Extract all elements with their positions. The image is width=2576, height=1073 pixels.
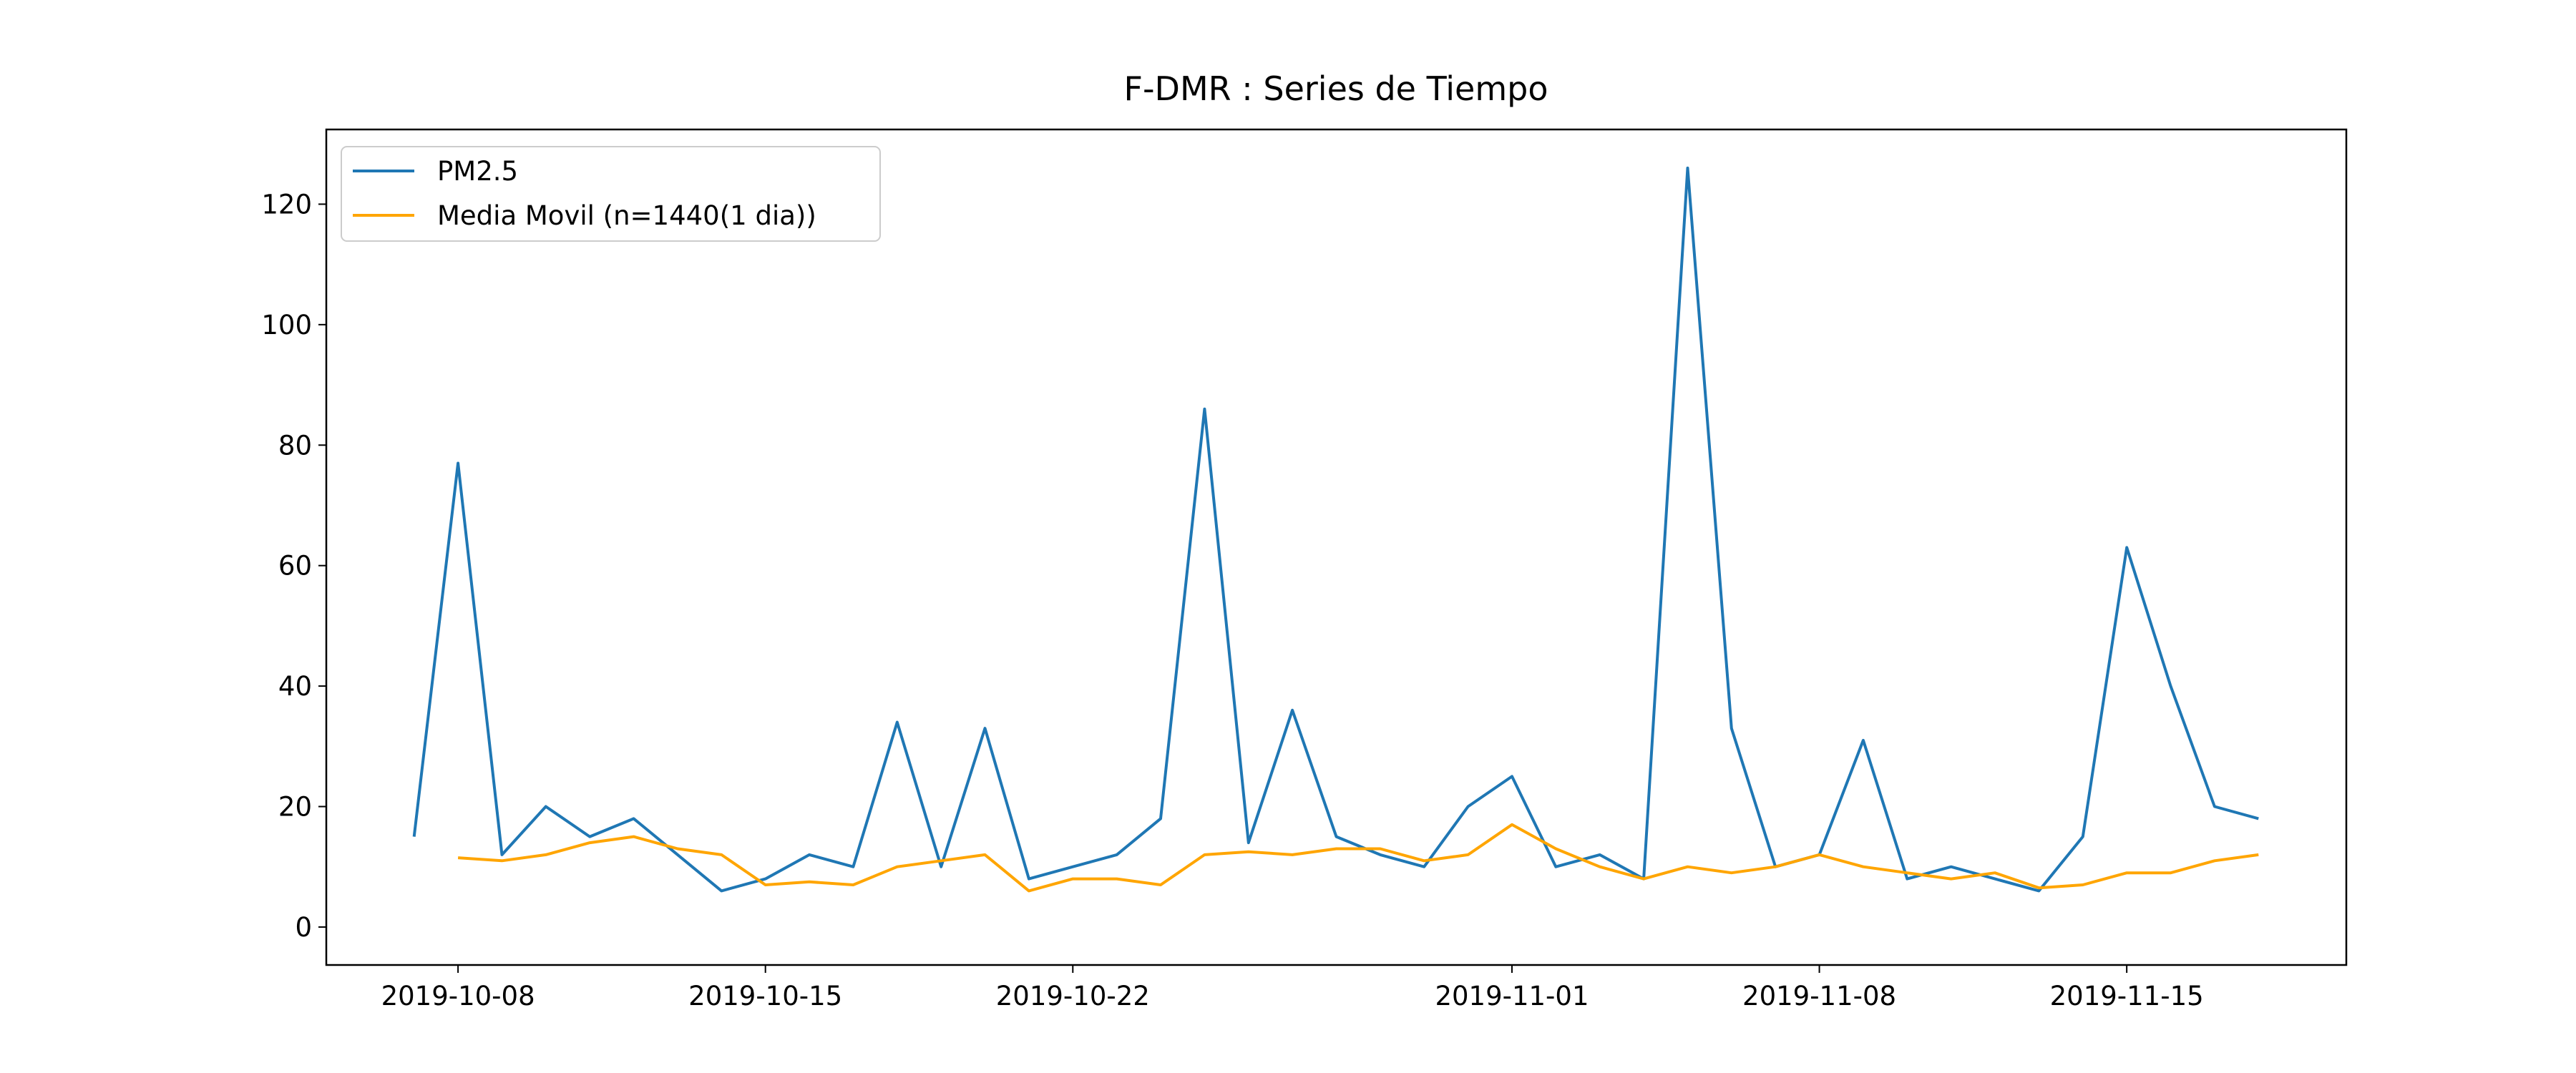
legend-label: Media Movil (n=1440(1 dia)) — [437, 200, 816, 231]
x-tick-label: 2019-10-22 — [996, 981, 1150, 1011]
x-tick-label: 2019-11-08 — [1742, 981, 1896, 1011]
y-tick-label: 40 — [278, 671, 312, 702]
chart-title: F-DMR : Series de Tiempo — [1124, 69, 1548, 108]
x-tick-label: 2019-10-15 — [688, 981, 842, 1011]
plot-frame — [325, 128, 2348, 966]
legend-label: PM2.5 — [437, 156, 518, 187]
y-tick-label: 20 — [278, 792, 312, 823]
y-tick-label: 120 — [261, 189, 312, 220]
x-tick-label: 2019-10-08 — [381, 981, 535, 1011]
series-line — [457, 823, 2259, 893]
y-tick-label: 60 — [278, 551, 312, 582]
y-tick-label: 80 — [278, 430, 312, 461]
y-tick-label: 0 — [295, 912, 312, 943]
series-line — [412, 166, 2259, 893]
legend-box — [341, 146, 881, 242]
x-tick-label: 2019-11-15 — [2050, 981, 2204, 1011]
y-tick-label: 100 — [261, 310, 312, 340]
x-tick-label: 2019-11-01 — [1435, 981, 1589, 1011]
